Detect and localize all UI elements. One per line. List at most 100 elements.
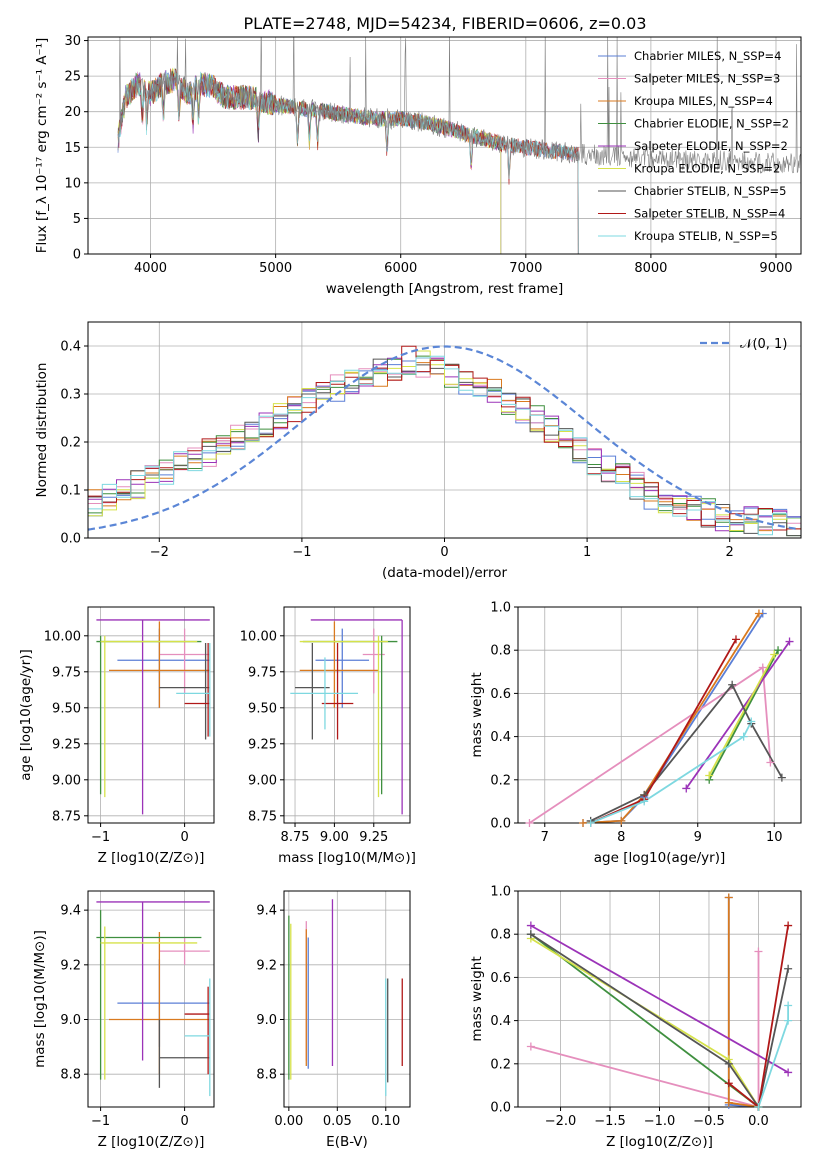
histogram-step — [88, 355, 801, 536]
weight-line — [708, 649, 779, 781]
plot-area — [117, 37, 801, 254]
weight-marker — [758, 663, 767, 672]
weight-line — [708, 654, 775, 776]
x-axis-label: Z [log10(Z/Z⊙)] — [98, 850, 205, 866]
x-axis-label: Z [log10(Z/Z⊙)] — [606, 1134, 713, 1150]
legend-label: Salpeter STELIB, N_SSP=4 — [634, 207, 785, 221]
tick-label-y: 10.00 — [44, 629, 81, 644]
weight-marker — [586, 819, 595, 827]
weight-line — [530, 951, 760, 1107]
tick-label-x: 6000 — [384, 261, 417, 276]
tick-label-x: 8 — [617, 830, 625, 845]
weight-marker — [731, 635, 740, 644]
tick-label-y: 9.2 — [256, 958, 277, 973]
tick-label-x: 9 — [694, 830, 702, 845]
tick-label-y: 9.75 — [52, 665, 81, 680]
weight-marker — [785, 637, 794, 646]
tick-label-y: 25 — [64, 70, 81, 85]
legend-label: Kroupa ELODIE, N_SSP=2 — [634, 162, 780, 176]
weight-line — [727, 897, 759, 1107]
tick-label-y: 8.8 — [256, 1068, 277, 1083]
tick-label-y: 0.0 — [490, 1101, 511, 1116]
weight-marker — [724, 1059, 733, 1068]
tick-label-y: 9.25 — [248, 737, 277, 752]
weight-marker — [617, 816, 626, 825]
tick-label-x: 10 — [766, 830, 783, 845]
tick-label-y: 9.2 — [60, 958, 81, 973]
axes-age-vs-mass: 8.75 9.00 9.25 8.75 9.00 9.25 9.50 9.75 10.00 mas… — [240, 606, 416, 866]
tick-label-y: 0.3 — [60, 388, 81, 403]
legend-label: Kroupa MILES, N_SSP=4 — [634, 94, 773, 108]
y-axis-label: mass weight — [469, 956, 485, 1041]
axes-mass-weight-vs-age: 7 8 9 10 0.0 0.2 0.4 0.6 0.8 1.0 age [log10(age/yr… — [469, 601, 802, 866]
axes-mass-vs-Z: −1 0 8.8 9.0 9.2 9.4 Z [log10(Z/Z⊙)] mass [log1… — [32, 890, 215, 1150]
tick-label-y: 10.00 — [240, 629, 277, 644]
tick-label-y: 9.25 — [52, 737, 81, 752]
legend-label: Chabrier MILES, N_SSP=4 — [634, 49, 781, 63]
spectrum-line — [117, 67, 502, 254]
gridlines — [284, 607, 410, 823]
weight-marker — [739, 732, 748, 741]
tick-label-y: 0.2 — [60, 436, 81, 451]
tick-label-y: 15 — [64, 141, 81, 156]
gridlines — [88, 891, 214, 1107]
tick-label-x: −2.0 — [545, 1114, 577, 1129]
y-axis-label: age [log10(age/yr)] — [18, 649, 34, 781]
x-axis-label: mass [log10(M/M⊙)] — [278, 850, 416, 866]
plot-area — [96, 619, 211, 815]
spectrum-line — [117, 70, 579, 254]
tick-label-x: 4000 — [134, 261, 167, 276]
tick-label-x: 7000 — [509, 261, 542, 276]
tick-label-y: 8.75 — [52, 809, 81, 824]
tick-label-x: 8000 — [634, 261, 667, 276]
weight-marker — [526, 930, 535, 939]
tick-label-y: 0.2 — [490, 1057, 511, 1072]
spectrum-line — [117, 69, 502, 254]
tick-label-x: 5000 — [259, 261, 292, 276]
tick-label-y: 0.1 — [60, 484, 81, 499]
weight-marker — [784, 1016, 793, 1025]
tick-label-x: 0 — [180, 830, 188, 845]
tick-label-x: −1 — [91, 830, 110, 845]
tick-label-x: −1.5 — [594, 1114, 626, 1129]
figure-title: PLATE=2748, MJD=54234, FIBERID=0606, z=0… — [243, 14, 646, 33]
ticks: −1 0 8.8 9.0 9.2 9.4 — [60, 904, 188, 1129]
y-axis-label: Normed distribution — [34, 363, 50, 498]
weight-line — [590, 638, 737, 823]
weight-marker — [526, 1042, 535, 1051]
weight-marker — [728, 680, 737, 689]
ticks: 7 8 9 10 0.0 0.2 0.4 0.6 0.8 1.0 — [490, 601, 782, 846]
tick-label-x: 8.75 — [281, 830, 310, 845]
tick-label-x: −2 — [150, 545, 169, 560]
plot-area — [288, 899, 403, 1097]
axes-frame — [87, 890, 215, 1108]
y-axis-label: mass weight — [469, 672, 485, 757]
tick-label-y: 10 — [64, 176, 81, 191]
tick-label-y: 8.8 — [60, 1068, 81, 1083]
tick-label-y: 1.0 — [490, 885, 511, 900]
tick-label-y: 9.50 — [52, 701, 81, 716]
tick-label-y: 0.8 — [490, 644, 511, 659]
plot-area — [88, 345, 801, 537]
weight-line — [530, 933, 760, 1107]
legend-label: Chabrier ELODIE, N_SSP=2 — [634, 117, 789, 131]
tick-label-y: 1.0 — [490, 601, 511, 616]
legend-label: Salpeter MILES, N_SSP=3 — [634, 72, 780, 86]
tick-label-y: 9.4 — [60, 904, 81, 919]
tick-label-y: 0.0 — [60, 532, 81, 547]
tick-label-x: 1 — [583, 545, 591, 560]
weight-marker — [724, 1098, 733, 1107]
legend-label: Chabrier STELIB, N_SSP=5 — [634, 184, 786, 198]
tick-label-y: 9.50 — [248, 701, 277, 716]
axes-residuals: −2 −1 0 1 2 0.0 0.1 0.2 0.3 0.4 (data-model)/error… — [34, 321, 802, 581]
weight-line — [727, 897, 759, 1107]
legend-label: 𝒩(0, 1) — [740, 337, 787, 352]
weight-line — [582, 613, 760, 823]
axes-frame — [517, 890, 802, 1108]
normal-curve — [88, 345, 799, 531]
tick-label-y: 0.4 — [490, 1014, 511, 1029]
legend: Chabrier MILES, N_SSP=4 Salpeter MILES, N… — [598, 49, 789, 243]
weight-marker — [784, 1001, 793, 1010]
axes-frame — [283, 890, 411, 1108]
gridlines — [88, 322, 801, 539]
